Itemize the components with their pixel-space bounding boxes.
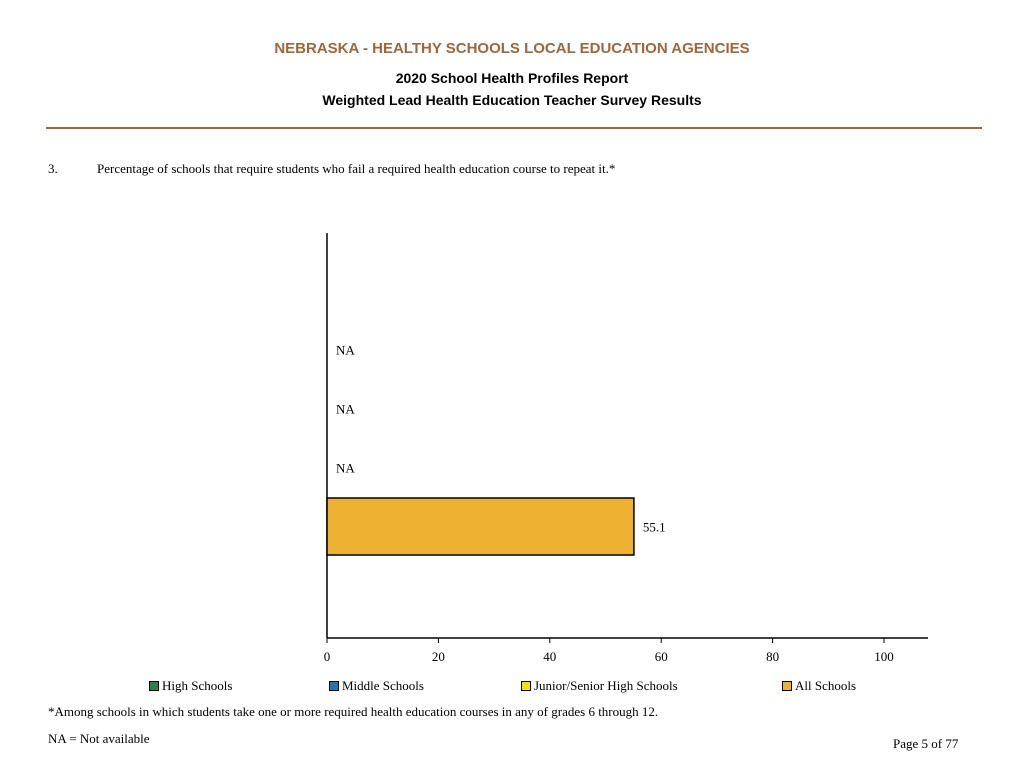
x-tick-label: 40	[543, 649, 556, 664]
data-label: NA	[336, 402, 355, 417]
legend-item-high-schools: High Schools	[149, 678, 232, 694]
x-tick-label: 80	[766, 649, 779, 664]
legend-label: High Schools	[162, 678, 233, 693]
legend-swatch	[521, 681, 531, 691]
report-title: 2020 School Health Profiles Report	[395, 70, 629, 86]
legend-item-all-schools: All Schools	[782, 678, 856, 694]
x-tick-label: 60	[655, 649, 668, 664]
x-tick-label: 0	[324, 649, 331, 664]
legend-swatch	[329, 681, 339, 691]
report-subtitle: Weighted Lead Health Education Teacher S…	[322, 92, 702, 108]
data-label: NA	[336, 461, 355, 476]
na-note: NA = Not available	[48, 731, 150, 746]
legend-swatch	[782, 681, 792, 691]
question-number: 3.	[48, 161, 58, 176]
legend-swatch	[149, 681, 159, 691]
legend-label: All Schools	[795, 678, 857, 693]
legend-item-junior-senior-high-schools: Junior/Senior High Schools	[521, 678, 678, 694]
bar-all-schools	[326, 497, 635, 556]
data-label: 55.1	[643, 520, 666, 535]
header-divider	[46, 127, 982, 129]
bar-chart: 0 20 40 60 80 100 NA NA NA 55.1	[324, 233, 928, 664]
page-number: Page 5 of 77	[893, 736, 959, 751]
legend-label: Middle Schools	[342, 678, 424, 693]
x-tick-label: 20	[432, 649, 445, 664]
legend-label: Junior/Senior High Schools	[534, 678, 678, 693]
data-label: NA	[336, 343, 355, 358]
question-text: Percentage of schools that require stude…	[97, 161, 616, 176]
report-organization-title: NEBRASKA - HEALTHY SCHOOLS LOCAL EDUCATI…	[274, 40, 750, 57]
footnote: *Among schools in which students take on…	[48, 704, 659, 719]
x-tick-label: 100	[874, 649, 894, 664]
legend-item-middle-schools: Middle Schools	[329, 678, 424, 694]
